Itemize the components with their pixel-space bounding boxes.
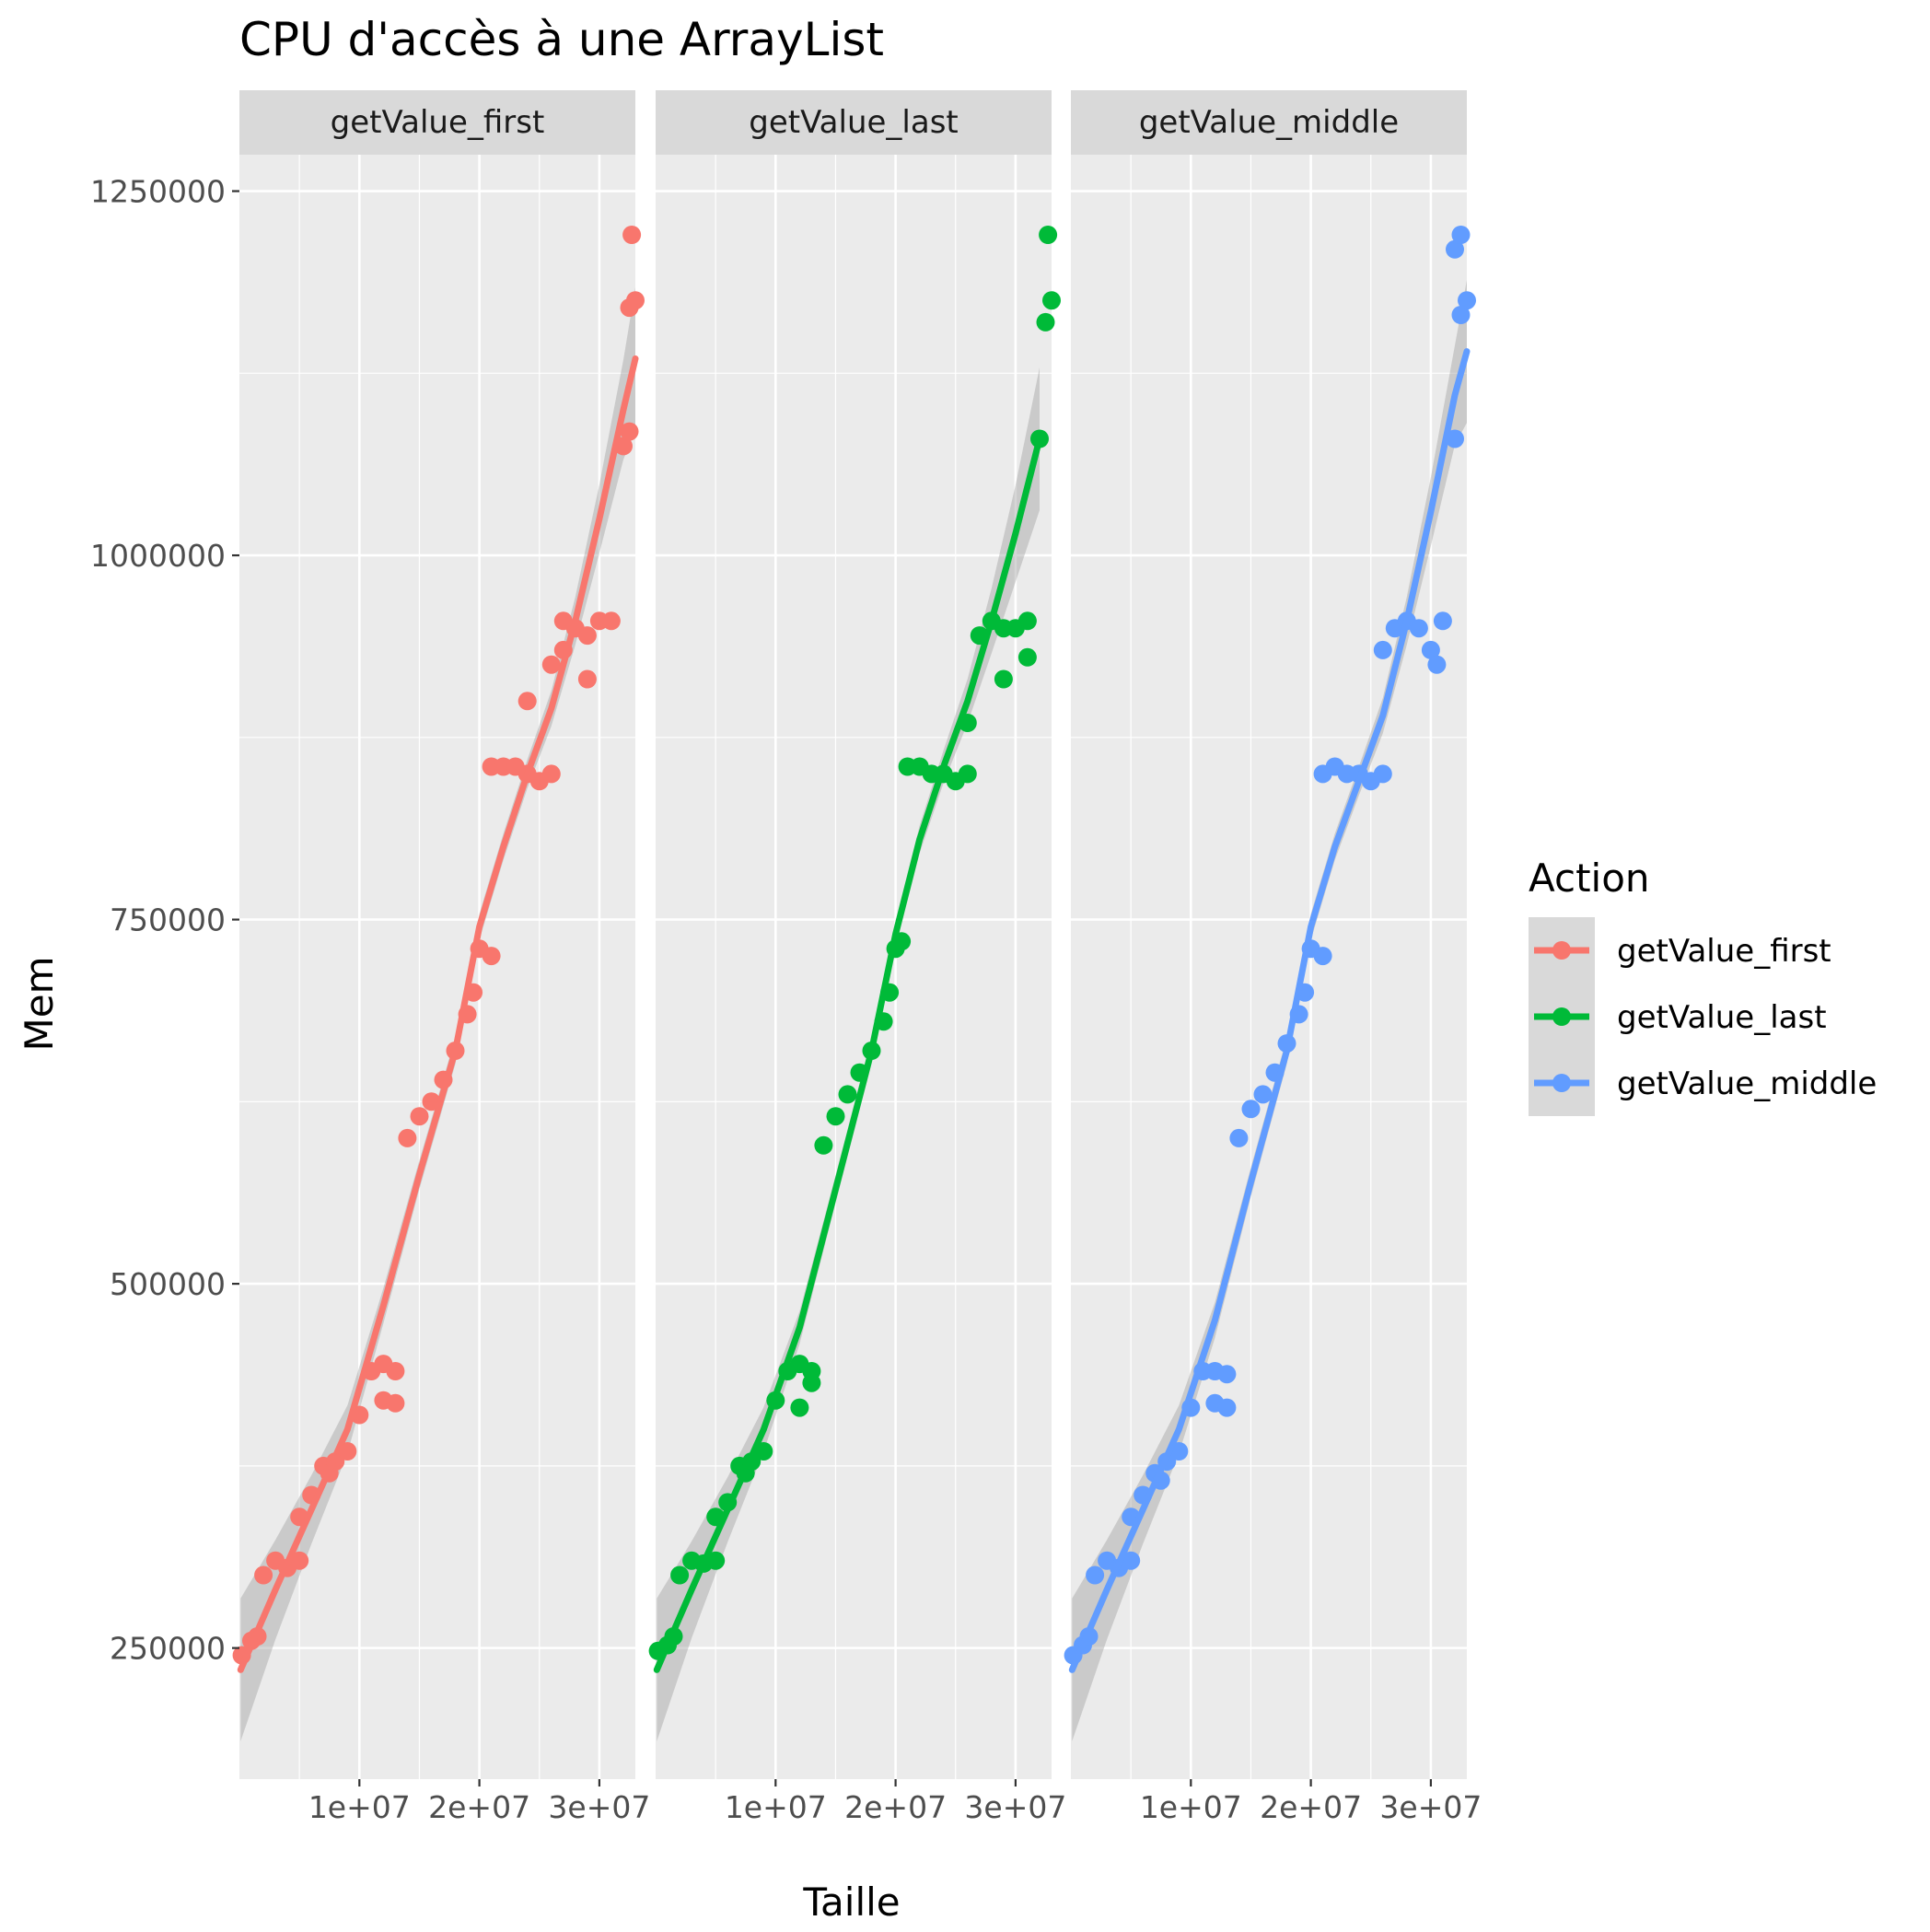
- x-tick-label: 2e+07: [844, 1789, 947, 1825]
- data-point: [1042, 291, 1061, 310]
- data-point: [1446, 239, 1464, 259]
- facet-strip: [656, 90, 1052, 155]
- legend-item-getValue_last: getValue_last: [1529, 983, 1827, 1050]
- data-point: [1241, 1100, 1261, 1119]
- data-point: [482, 947, 501, 966]
- y-tick-label: 250000: [110, 1631, 226, 1667]
- data-point: [1217, 1398, 1237, 1417]
- data-point: [541, 655, 561, 674]
- data-point: [1017, 611, 1037, 631]
- panel-background: [239, 155, 635, 1779]
- legend-label: getValue_first: [1617, 933, 1831, 970]
- x-tick-label: 1e+07: [1140, 1789, 1242, 1825]
- data-point: [1446, 429, 1464, 448]
- y-tick-label: 1250000: [90, 174, 226, 210]
- legend-item-getValue_first: getValue_first: [1529, 917, 1831, 983]
- y-tick-label: 1000000: [90, 538, 226, 574]
- legend-title: Action: [1529, 855, 1650, 901]
- data-point: [620, 422, 639, 441]
- data-point: [1451, 306, 1471, 324]
- data-point: [670, 1565, 690, 1585]
- legend-item-getValue_middle: getValue_middle: [1529, 1050, 1877, 1116]
- data-point: [398, 1128, 417, 1147]
- data-point: [601, 611, 621, 631]
- data-point: [577, 669, 597, 689]
- data-point: [1427, 655, 1447, 674]
- data-point: [577, 626, 597, 646]
- data-point: [1451, 226, 1471, 244]
- confidence-band: [240, 287, 635, 1741]
- data-point: [802, 1373, 821, 1392]
- data-point: [1373, 764, 1392, 784]
- data-point: [838, 1085, 857, 1104]
- data-point: [994, 669, 1013, 689]
- facet-panel-getValue_first: getValue_first 1e+07 2e+07 3e+07: [232, 90, 650, 1825]
- chart-title: CPU d'accès à une ArrayList: [239, 13, 884, 66]
- confidence-band: [657, 367, 1040, 1741]
- data-point: [1433, 611, 1452, 631]
- facet-panel-getValue_last: getValue_last 1e+07 2e+07 3e+07: [648, 90, 1066, 1825]
- data-point: [1017, 647, 1037, 667]
- data-point: [826, 1107, 845, 1126]
- data-point: [386, 1393, 405, 1413]
- legend: Action getValue_first getValue_last getValu…: [1529, 855, 1877, 1116]
- x-tick-label: 3e+07: [964, 1789, 1066, 1825]
- legend-key-point: [1552, 1007, 1571, 1026]
- data-point: [790, 1398, 809, 1417]
- data-point: [1217, 1365, 1237, 1384]
- smooth-line: [237, 355, 639, 1673]
- data-point: [410, 1107, 429, 1126]
- data-point: [1421, 640, 1440, 659]
- x-tick-label: 2e+07: [428, 1789, 530, 1825]
- data-point: [1229, 1128, 1249, 1147]
- facet-strip: [239, 90, 635, 155]
- data-point: [386, 1362, 405, 1380]
- y-axis-title: Mem: [17, 957, 62, 1052]
- legend-label: getValue_middle: [1617, 1065, 1877, 1102]
- facet-strip-label: getValue_first: [331, 104, 545, 141]
- facet-strip-label: getValue_middle: [1139, 104, 1399, 141]
- facet-strip-label: getValue_last: [749, 104, 959, 141]
- panel-background: [1071, 155, 1467, 1779]
- x-tick-label: 2e+07: [1260, 1789, 1362, 1825]
- data-point: [1036, 312, 1055, 332]
- data-point: [626, 291, 645, 310]
- data-point: [541, 764, 561, 784]
- data-point: [1373, 640, 1392, 659]
- data-point: [517, 692, 537, 711]
- y-axis: 250000 500000 750000 1000000 1250000: [90, 174, 239, 1667]
- x-tick-label: 3e+07: [548, 1789, 650, 1825]
- x-tick-label: 1e+07: [725, 1789, 827, 1825]
- smooth-line: [653, 436, 1043, 1673]
- data-point: [290, 1551, 309, 1570]
- facet-panel-getValue_middle: getValue_middle 1e+07 2e+07 3e+07: [1064, 90, 1482, 1825]
- data-point: [1458, 291, 1476, 310]
- data-point: [1122, 1551, 1141, 1570]
- x-tick-label: 1e+07: [308, 1789, 411, 1825]
- y-tick-label: 750000: [110, 902, 226, 938]
- data-point: [254, 1565, 273, 1585]
- confidence-band: [1072, 280, 1467, 1741]
- x-tick-label: 3e+07: [1379, 1789, 1482, 1825]
- legend-key-point: [1552, 941, 1571, 960]
- y-tick-label: 500000: [110, 1266, 226, 1302]
- smooth-line: [1068, 348, 1471, 1673]
- legend-key-point: [1552, 1074, 1571, 1092]
- data-point: [622, 226, 642, 244]
- x-axis-title: Taille: [802, 1880, 900, 1925]
- data-point: [706, 1551, 726, 1570]
- facet-strip: [1071, 90, 1467, 155]
- data-point: [958, 764, 977, 784]
- data-point: [814, 1135, 833, 1155]
- data-point: [1313, 947, 1332, 966]
- data-point: [1086, 1565, 1105, 1585]
- legend-label: getValue_last: [1617, 999, 1827, 1036]
- data-point: [1253, 1085, 1273, 1104]
- data-point: [1039, 226, 1058, 244]
- data-point: [1409, 619, 1428, 638]
